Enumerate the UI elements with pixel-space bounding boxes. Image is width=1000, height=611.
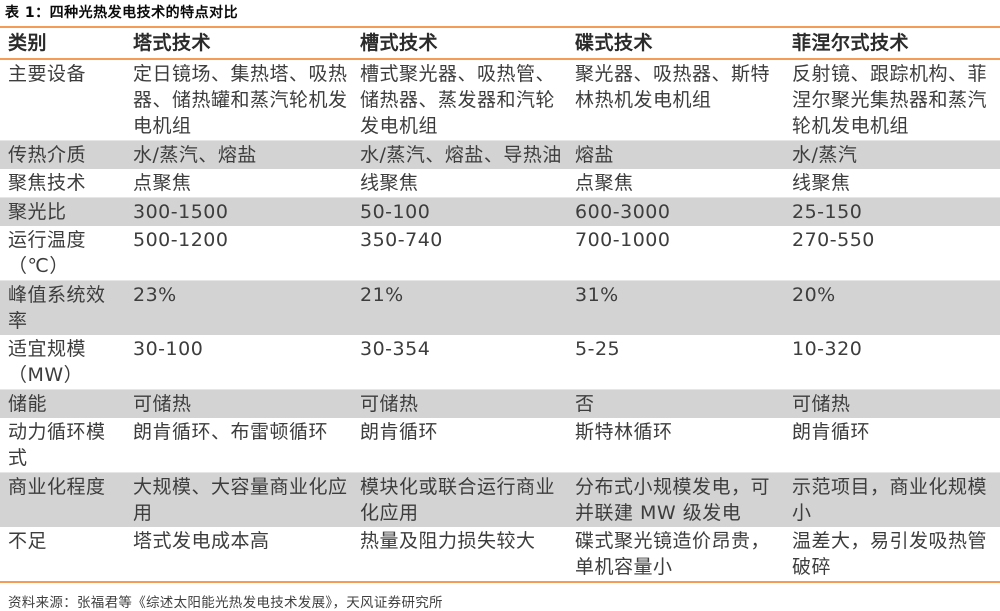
- table-body: 主要设备 定日镜场、集热塔、吸热器、储热罐和蒸汽轮机发电机组 槽式聚光器、吸热管、储…: [0, 59, 1000, 581]
- row-label-cell: 运行温度 （℃）: [8, 229, 87, 277]
- table-row: 聚光比 300-1500 50-100 600-3000 25-150: [0, 197, 1000, 226]
- data-cell: 槽式聚光器、吸热管、储热器、蒸发器和汽轮发电机组: [360, 63, 556, 137]
- row-label-cell: 主要设备: [8, 63, 87, 85]
- row-label-cell: 聚焦技术: [8, 172, 87, 194]
- data-cell: 水/蒸汽: [792, 140, 1000, 169]
- column-header-fresnel-tech: 菲涅尔式技术: [792, 27, 1000, 60]
- row-label-cell: 不足: [8, 530, 48, 552]
- row-label-cell: 适宜规模 （MW）: [8, 338, 87, 386]
- row-label-cell: 传热介质: [0, 140, 133, 169]
- data-cell: 塔式发电成本高: [133, 530, 270, 552]
- data-cell: 聚光器、吸热器、斯特林热机发电机组: [575, 63, 771, 111]
- row-label-cell: 储能: [0, 389, 133, 418]
- table-row: 商业化程度 大规模、大容量商业化应用 模块化或联合运行商业化应用 分布式小规模发电，可…: [0, 472, 1000, 527]
- data-cell: 23%: [133, 280, 360, 335]
- data-cell: 否: [575, 389, 792, 418]
- data-cell: 25-150: [792, 197, 1000, 226]
- table-row: 聚焦技术 点聚焦 线聚焦 点聚焦 线聚焦: [0, 169, 1000, 198]
- data-cell: 350-740: [360, 229, 443, 251]
- data-cell: 碟式聚光镜造价昂贵，单机容量小: [575, 530, 771, 578]
- data-cell: 30-354: [360, 338, 431, 360]
- data-cell: 21%: [360, 280, 575, 335]
- report-table-page: 表 1：四种光热发电技术的特点对比 类别 塔式技术 槽式技术 碟式技术 菲涅尔式…: [0, 5, 1000, 611]
- table-row: 不足 塔式发电成本高 热量及阻力损失较大 碟式聚光镜造价昂贵，单机容量小 温差大，易引发…: [0, 527, 1000, 581]
- data-cell: 线聚焦: [360, 172, 419, 194]
- data-cell: 20%: [792, 280, 1000, 335]
- table-row: 运行温度 （℃） 500-1200 350-740 700-1000 270-550: [0, 226, 1000, 281]
- table-row: 储能 可储热 可储热否可储热: [0, 389, 1000, 418]
- table-row: 主要设备 定日镜场、集热塔、吸热器、储热罐和蒸汽轮机发电机组 槽式聚光器、吸热管、储…: [0, 59, 1000, 141]
- column-header-dish-tech: 碟式技术: [575, 27, 792, 60]
- data-cell: 点聚焦: [133, 172, 192, 194]
- data-cell: 线聚焦: [792, 172, 851, 194]
- data-cell: 31%: [575, 280, 792, 335]
- data-cell: 温差大，易引发吸热管破碎: [792, 530, 988, 578]
- data-cell: 可储热: [360, 389, 575, 418]
- data-cell: 300-1500: [133, 197, 360, 226]
- data-cell: 定日镜场、集热塔、吸热器、储热罐和蒸汽轮机发电机组: [133, 63, 348, 137]
- column-header-category: 类别: [0, 27, 133, 60]
- data-cell: 可储热: [133, 389, 360, 418]
- table-row: 动力循环模式 朗肯循环、布雷顿循环 朗肯循环 斯特林循环 朗肯循环: [0, 418, 1000, 473]
- data-cell: 朗肯循环: [792, 421, 871, 443]
- data-cell: 30-100: [133, 338, 204, 360]
- data-cell: 朗肯循环: [360, 421, 439, 443]
- data-cell: 700-1000: [575, 229, 671, 251]
- data-cell: 50-100: [360, 197, 575, 226]
- data-cell: 反射镜、跟踪机构、菲涅尔聚光集热器和蒸汽轮机发电机组: [792, 63, 988, 137]
- column-header-tower-tech: 塔式技术: [133, 27, 360, 60]
- row-label-cell: 聚光比: [0, 197, 133, 226]
- data-cell: 朗肯循环、布雷顿循环: [133, 421, 329, 443]
- data-cell: 270-550: [792, 229, 875, 251]
- data-cell: 熔盐: [575, 140, 792, 169]
- comparison-table: 类别 塔式技术 槽式技术 碟式技术 菲涅尔式技术 主要设备 定日镜场、集热塔、吸热…: [0, 26, 1000, 581]
- header-row: 类别 塔式技术 槽式技术 碟式技术 菲涅尔式技术: [0, 27, 1000, 60]
- data-cell: 可储热: [792, 389, 1000, 418]
- row-label-cell: 动力循环模式: [8, 421, 106, 469]
- data-cell: 水/蒸汽、熔盐、导热油: [360, 140, 575, 169]
- data-cell: 500-1200: [133, 229, 229, 251]
- data-cell: 大规模、大容量商业化应用: [133, 472, 360, 527]
- data-cell: 模块化或联合运行商业化应用: [360, 472, 575, 527]
- data-cell: 示范项目，商业化规模小: [792, 472, 1000, 527]
- data-cell: 5-25: [575, 338, 621, 360]
- table-row: 峰值系统效率 23% 21% 31% 20%: [0, 280, 1000, 335]
- row-label-cell: 商业化程度: [0, 472, 133, 527]
- data-cell: 热量及阻力损失较大: [360, 530, 536, 552]
- table-row: 适宜规模 （MW） 30-100 30-354 5-25 10-320: [0, 335, 1000, 390]
- data-cell: 600-3000: [575, 197, 792, 226]
- source-note: 资料来源：张福君等《综述太阳能光热发电技术发展》，天风证券研究所: [0, 581, 1000, 611]
- data-cell: 10-320: [792, 338, 863, 360]
- table-row: 传热介质 水/蒸汽、熔盐 水/蒸汽、熔盐、导热油 熔盐 水/蒸汽: [0, 140, 1000, 169]
- data-cell: 水/蒸汽、熔盐: [133, 140, 360, 169]
- data-cell: 点聚焦: [575, 172, 634, 194]
- data-cell: 分布式小规模发电，可并联建 MW 级发电: [575, 472, 792, 527]
- table-title: 表 1：四种光热发电技术的特点对比: [5, 5, 239, 21]
- data-cell: 斯特林循环: [575, 421, 673, 443]
- row-label-cell: 峰值系统效率: [0, 280, 133, 335]
- column-header-trough-tech: 槽式技术: [360, 27, 575, 60]
